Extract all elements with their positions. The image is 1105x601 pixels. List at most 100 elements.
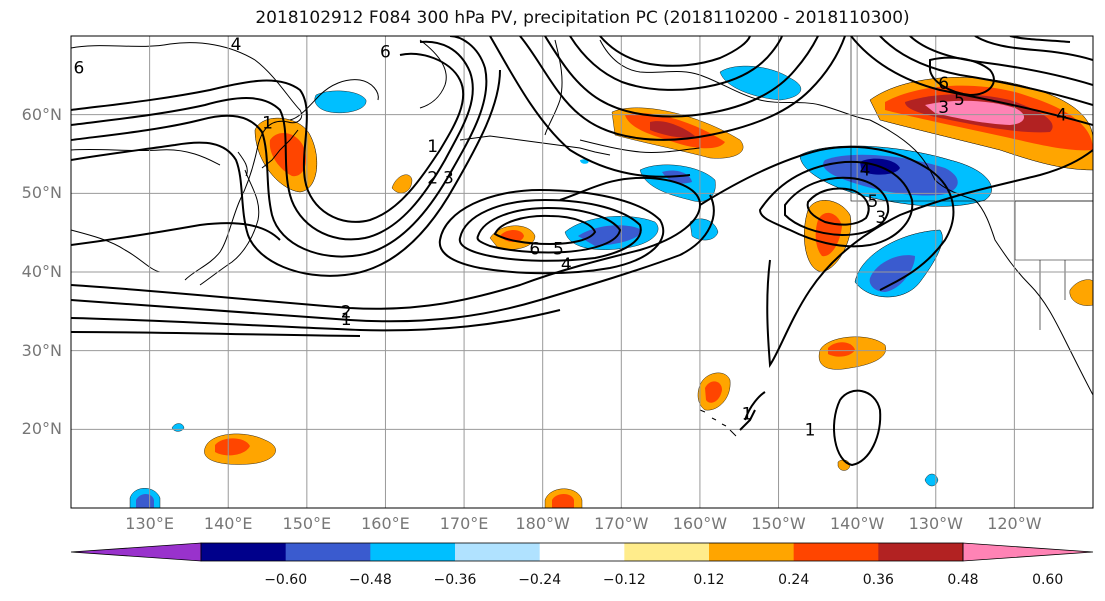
pv-contour [909,36,1093,86]
pv-contour [569,36,783,91]
colorbar-tick-label: 0.36 [862,572,894,588]
colorbar-cell [455,543,541,561]
lon-tick-label: 170°E [439,514,489,533]
contour-label: 1 [805,420,816,440]
map-title: 2018102912 F084 300 hPa PV, precipitatio… [255,8,910,28]
precip-region [869,255,915,292]
pv-contour [784,176,890,237]
contour-label: 6 [73,58,84,78]
lon-tick-label: 130°E [125,514,174,533]
contour-label: 2 [427,169,438,189]
colorbar-cell [878,543,964,561]
precip-region [391,174,413,194]
pv-contour [833,389,882,467]
lon-tick-label: 150°W [751,514,806,533]
colorbar-cell [370,543,456,561]
precip-region [580,159,589,164]
lon-tick-label: 140°E [203,514,253,533]
lat-tick-label: 50°N [21,183,62,203]
precip-region [552,494,574,508]
colorbar-cell [709,543,795,561]
contour-label: 1 [427,137,438,157]
lat-tick-label: 60°N [21,104,62,124]
contour-label: 6 [938,74,949,94]
pv-contour [974,36,1093,61]
contour-label: 5 [954,90,965,110]
pv-contour [438,188,665,275]
contour-label: 5 [867,192,878,212]
pv-contour [850,36,1093,126]
pv-contour [519,36,846,141]
contour-label: 1 [341,310,352,330]
lon-tick-label: 170°W [594,514,649,533]
pv-contour [599,36,751,67]
pv-contour [806,187,870,226]
colorbar-tick-label: −0.36 [433,572,477,588]
pv-contour [493,214,597,246]
lat-tick-label: 30°N [21,340,62,360]
colorbar-extend-low [70,542,202,562]
precip-region [924,473,939,487]
lon-tick-label: 180°W [515,514,570,533]
pv-contours [71,36,1093,467]
contour-label: 1 [742,405,753,425]
lon-tick-label: 160°E [361,514,410,533]
contour-label: 6 [529,239,540,259]
pv-contour [71,222,281,246]
precip-region [215,438,250,456]
lat-tick-label: 20°N [21,419,62,439]
colorbar-cell [793,543,879,561]
precip-region [705,381,722,403]
colorbar-tick-label: −0.12 [602,572,646,588]
pv-contour [71,194,715,323]
pv-contour [758,160,914,248]
colorbar-cell [201,543,287,561]
contour-label: 4 [860,161,871,181]
pv-contour [71,69,501,277]
colorbar-extend-high [962,542,1094,562]
colorbar-cell [285,543,371,561]
pv-contour [71,176,702,310]
map-frame [70,35,1094,509]
colorbar-tick-label: −0.24 [518,572,562,588]
precip-region [719,65,802,101]
colorbar-tick-label: −0.48 [348,572,392,588]
precip-shading [129,65,1093,508]
colorbar-tick-label: 0.24 [778,572,810,588]
pv-contour [1009,36,1071,43]
pv-contour [766,149,1093,368]
precip-region [650,121,695,138]
pv-contour [699,145,955,291]
pv-contour [71,309,561,332]
borders [850,36,1093,330]
contour-label: 4 [231,35,242,55]
pv-contour [879,36,1093,106]
lon-tick-label: 140°W [829,514,885,533]
contour-label: 3 [938,98,949,118]
pv-contour [929,56,995,97]
lon-tick-label: 120°W [987,514,1042,533]
colorbar-cell [624,543,710,561]
colorbar-cell [539,543,625,561]
contour-label: 4 [1056,106,1067,126]
contour-label: 3 [875,208,886,228]
precip-region [1069,279,1093,306]
contour-label: 5 [553,239,564,259]
precip-region [314,90,367,113]
contour-label: 6 [380,43,391,63]
contour-label: 3 [443,169,454,189]
pv-contour [739,409,756,431]
pv-contour [71,40,474,241]
contour-label: 2 [341,302,352,322]
contour-label: 1 [262,114,273,134]
colorbar-tick-label: 0.48 [947,572,979,588]
pv-contour [71,331,361,337]
precip-region [925,100,1025,125]
colorbar-tick-label: 0.12 [693,572,725,588]
pv-contour [458,198,642,262]
pv-contour [476,206,622,254]
pv-contour [544,36,819,118]
pv-contour [744,391,766,421]
